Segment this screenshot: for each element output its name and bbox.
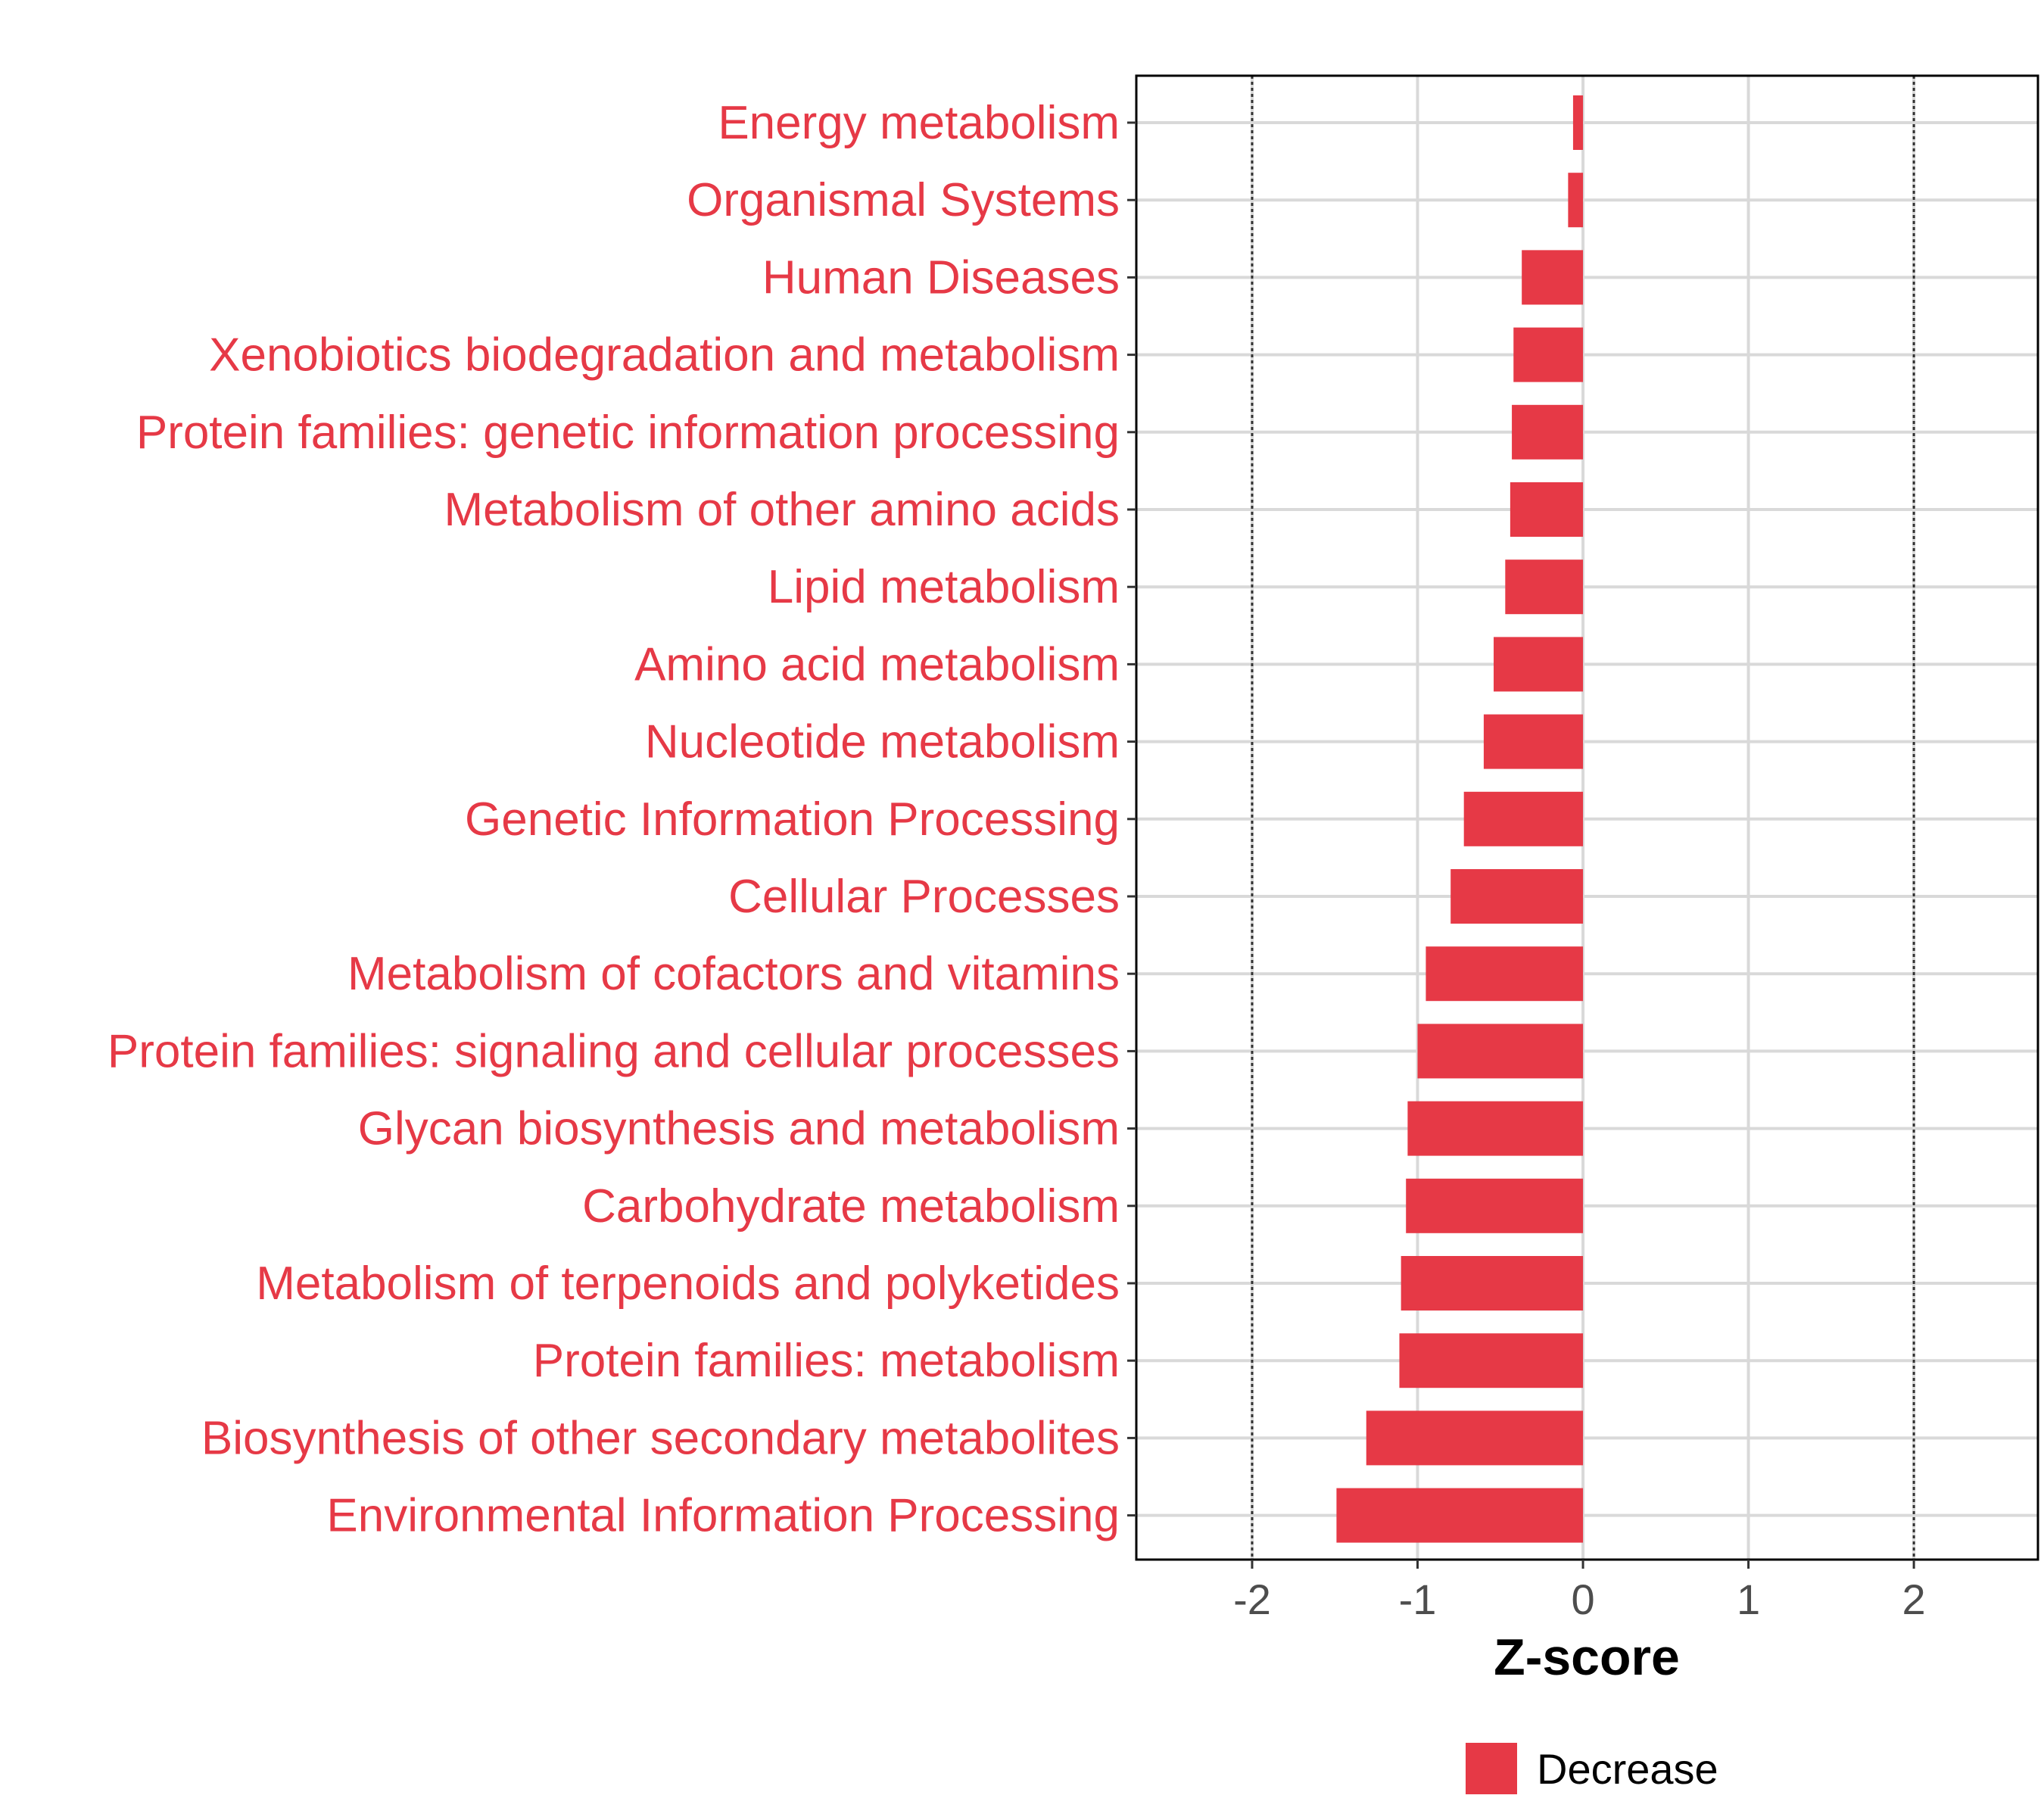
y-axis-labels: Energy metabolism Organismal Systems Human… [107,97,1120,1542]
category-label-7: Amino acid metabolism [634,638,1120,690]
legend-label-decrease: Decrease [1537,1745,1718,1793]
bar-2 [1522,250,1584,305]
x-tick-label-0: -2 [1233,1575,1271,1623]
bar-0 [1572,95,1584,150]
category-label-11: Metabolism of cofactors and vitamins [347,948,1120,1000]
category-label-12: Protein families: signaling and cellular… [107,1025,1120,1077]
category-label-1: Organismal Systems [687,174,1120,226]
category-label-0: Energy metabolism [718,97,1120,149]
category-label-5: Metabolism of other amino acids [444,484,1120,536]
category-label-2: Human Diseases [762,251,1120,304]
category-label-16: Protein families: metabolism [533,1335,1120,1387]
category-label-8: Nucleotide metabolism [645,716,1120,768]
bar-11 [1426,946,1584,1002]
bar-12 [1417,1024,1584,1079]
legend: Decrease [1466,1743,1718,1794]
bar-14 [1406,1178,1584,1233]
category-label-17: Biosynthesis of other secondary metaboli… [201,1412,1120,1464]
bar-16 [1399,1333,1584,1388]
bar-7 [1494,637,1584,692]
category-label-15: Metabolism of terpenoids and polyketides [256,1258,1120,1310]
bar-5 [1510,482,1584,537]
y-axis-ticks [1127,121,1136,1517]
category-label-10: Cellular Processes [728,871,1120,923]
bar-4 [1512,404,1584,460]
panel-border [1135,74,2039,1561]
legend-swatch-decrease [1466,1743,1517,1794]
bar-8 [1483,714,1584,769]
bar-17 [1366,1410,1584,1466]
bar-10 [1450,869,1584,924]
x-axis-ticks [1251,1560,1915,1569]
bar-15 [1401,1256,1584,1311]
x-axis-labels: -2 -1 0 1 2 [1233,1575,1926,1623]
bar-13 [1407,1101,1584,1156]
category-label-6: Lipid metabolism [768,561,1120,613]
category-label-13: Glycan biosynthesis and metabolism [358,1103,1120,1155]
x-axis-title: Z-score [1494,1628,1680,1686]
bar-9 [1463,791,1584,846]
category-label-18: Environmental Information Processing [326,1490,1120,1542]
reference-lines [1251,76,1915,1560]
grid-lines [1136,76,2038,1560]
bars [1336,95,1584,1543]
x-tick-label-3: 1 [1737,1575,1760,1623]
category-label-3: Xenobiotics biodegradation and metabolis… [209,329,1120,382]
bar-18 [1336,1488,1584,1543]
x-tick-label-4: 2 [1902,1575,1926,1623]
x-tick-label-1: -1 [1399,1575,1437,1623]
bar-3 [1513,327,1584,382]
category-label-14: Carbohydrate metabolism [582,1180,1120,1233]
x-tick-label-2: 0 [1571,1575,1594,1623]
bar-6 [1505,559,1584,615]
category-label-9: Genetic Information Processing [465,793,1120,846]
category-label-4: Protein families: genetic information pr… [136,407,1120,459]
bar-1 [1568,173,1584,228]
